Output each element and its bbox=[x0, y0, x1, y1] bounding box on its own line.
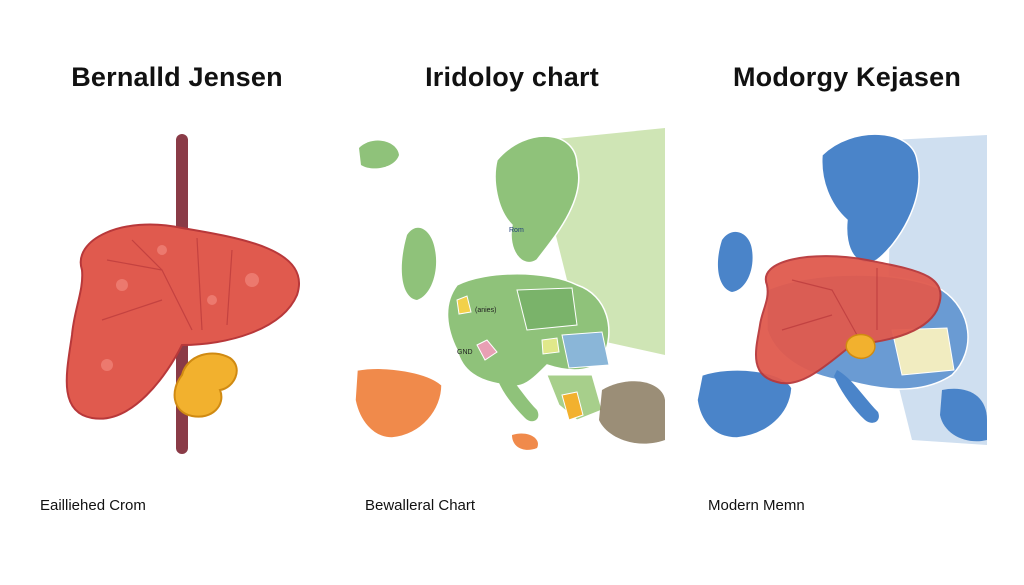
liver-svg bbox=[65, 134, 300, 454]
panel-title: Modorgy Kejasen bbox=[732, 62, 962, 92]
panel-caption: Modern Memn bbox=[708, 497, 805, 514]
map-label: GND bbox=[457, 349, 473, 356]
gallbladder-icon bbox=[845, 333, 876, 360]
panel-title: Bernalld Jensen bbox=[71, 62, 283, 92]
iberia-icon bbox=[354, 367, 443, 439]
iberia-icon bbox=[696, 369, 793, 439]
blue-region-icon bbox=[561, 331, 610, 369]
scandinavia-icon bbox=[821, 133, 920, 264]
europe-liver-svg bbox=[696, 133, 987, 445]
anatolia-icon bbox=[599, 381, 665, 444]
liver-illustration bbox=[12, 120, 342, 460]
britain-icon bbox=[717, 231, 753, 292]
europe-liver-illustration bbox=[682, 120, 1012, 460]
europe-map-illustration: Rom (anies) GND bbox=[347, 120, 677, 460]
panel-caption: Eailliehed Crom bbox=[40, 497, 146, 514]
italy-icon bbox=[834, 370, 879, 423]
map-label: (anies) bbox=[475, 307, 496, 314]
gallbladder-icon bbox=[173, 352, 238, 418]
iceland-icon bbox=[359, 140, 399, 169]
panel-title: Iridoloy chart bbox=[425, 62, 599, 92]
liver-icon bbox=[65, 223, 300, 420]
panel-modorgy-kejasen: Modorgy Kejasen Modern Memn bbox=[682, 0, 1012, 585]
italy-icon bbox=[495, 365, 539, 422]
panel-bernalld-jensen: Bernalld Jensen Eailliehed Crom bbox=[12, 0, 342, 585]
scandinavia-icon bbox=[494, 135, 580, 264]
britain-icon bbox=[401, 227, 437, 300]
panel-iridoloy-chart: Iridoloy chart bbox=[347, 0, 677, 585]
panel-caption: Bewalleral Chart bbox=[365, 497, 476, 514]
map-label: Rom bbox=[509, 227, 524, 234]
europe-map-svg: Rom (anies) GND bbox=[354, 128, 665, 450]
